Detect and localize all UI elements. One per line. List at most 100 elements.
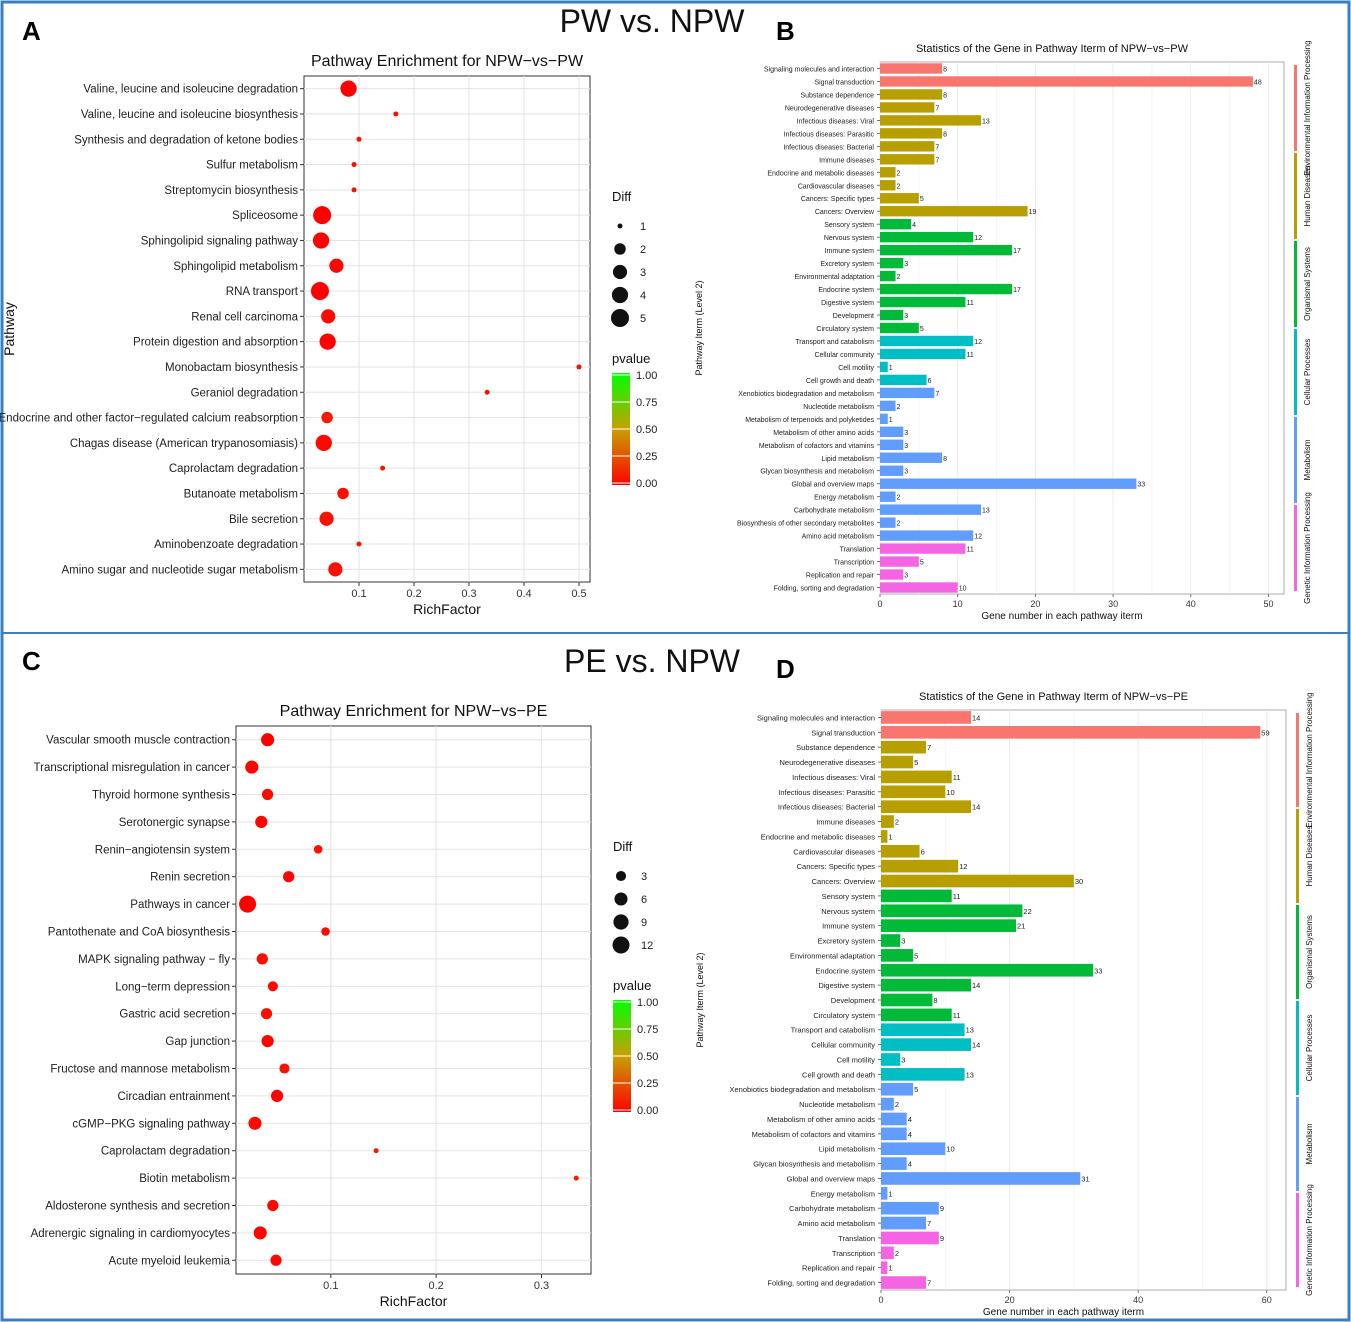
group-side-label: Metabolism bbox=[1305, 1123, 1314, 1164]
category-label: Xenobiotics biodegradation and metabolis… bbox=[738, 391, 874, 398]
category-label: Biotin metabolism bbox=[139, 1173, 230, 1185]
category-label: Energy metabolism bbox=[814, 495, 874, 502]
bar-value-label: 11 bbox=[953, 892, 961, 901]
color-legend-label: 0.00 bbox=[636, 478, 657, 490]
data-point bbox=[321, 927, 330, 936]
bar-value-label: 2 bbox=[897, 170, 901, 177]
size-legend-dot bbox=[611, 286, 629, 304]
bar-value-label: 4 bbox=[912, 222, 916, 229]
bar-value-label: 4 bbox=[908, 1130, 912, 1139]
group-side-bar bbox=[1294, 505, 1297, 591]
bar-value-label: 17 bbox=[1013, 287, 1021, 294]
bar-value-label: 13 bbox=[982, 508, 990, 515]
bar-value-label: 7 bbox=[935, 157, 939, 164]
bar-value-label: 1 bbox=[888, 1189, 892, 1198]
tick-label-x: 0.1 bbox=[323, 1280, 338, 1292]
bar bbox=[880, 556, 919, 567]
bar bbox=[881, 755, 914, 769]
bar bbox=[881, 844, 920, 858]
category-label: Transcriptional misregulation in cancer bbox=[34, 762, 231, 774]
category-label: Environmental adaptation bbox=[790, 951, 875, 960]
data-point bbox=[380, 465, 386, 471]
group-side-label: Environmental Information Processing bbox=[1303, 40, 1312, 175]
bar-value-label: 11 bbox=[966, 352, 973, 359]
tick-label-x: 60 bbox=[1262, 1295, 1272, 1305]
category-label: Infectious diseases: Viral bbox=[792, 773, 875, 782]
x-axis-title: RichFactor bbox=[380, 1293, 448, 1309]
category-label: Amino sugar and nucleotide sugar metabol… bbox=[61, 564, 298, 576]
category-label: Energy metabolism bbox=[811, 1189, 875, 1198]
bar bbox=[880, 335, 974, 347]
group-side-bar bbox=[1296, 1001, 1299, 1095]
bar bbox=[880, 582, 958, 593]
category-label: Serotonergic synapse bbox=[119, 817, 230, 829]
bar-value-label: 3 bbox=[904, 430, 908, 437]
size-legend-label: 2 bbox=[640, 244, 646, 256]
bar bbox=[880, 270, 896, 282]
bar-value-label: 59 bbox=[1261, 728, 1269, 737]
tick-label-x: 10 bbox=[953, 599, 963, 609]
data-point bbox=[319, 511, 334, 526]
bar bbox=[880, 413, 888, 425]
bar-value-label: 6 bbox=[928, 378, 932, 385]
bar bbox=[880, 504, 981, 515]
chart-title: Pathway Enrichment for NPW−vs−PW bbox=[311, 53, 584, 70]
bottom-heading: PE vs. NPW bbox=[564, 643, 741, 679]
category-label: Signal transduction bbox=[814, 79, 874, 86]
category-label: Thyroid hormone synthesis bbox=[92, 790, 230, 802]
data-point bbox=[267, 981, 278, 992]
bar bbox=[880, 465, 904, 476]
data-point bbox=[351, 162, 357, 168]
category-label: Amino acid metabolism bbox=[802, 534, 875, 541]
bar bbox=[880, 530, 974, 541]
top-heading: PW vs. NPW bbox=[560, 3, 746, 39]
data-point bbox=[260, 1008, 273, 1020]
data-point bbox=[270, 1089, 284, 1103]
bar bbox=[880, 322, 919, 334]
group-side-label: Cellular Processes bbox=[1303, 339, 1312, 406]
category-label: Cellular community bbox=[811, 1041, 875, 1050]
bar bbox=[881, 874, 1074, 888]
category-label: Global and overview maps bbox=[787, 1174, 876, 1183]
data-point bbox=[340, 80, 357, 97]
data-point bbox=[393, 111, 399, 117]
bar-value-label: 11 bbox=[966, 300, 973, 307]
bar bbox=[880, 478, 1137, 489]
group-side-bar bbox=[1296, 905, 1299, 999]
bar-value-label: 7 bbox=[927, 743, 931, 752]
y-axis-title: Pathway Iterm (Level 2) bbox=[695, 952, 705, 1047]
bar bbox=[881, 785, 946, 799]
bar bbox=[880, 115, 981, 126]
category-label: Infectious diseases: Parasitic bbox=[784, 131, 875, 138]
size-legend-dot bbox=[615, 870, 627, 882]
bar-value-label: 2 bbox=[895, 1100, 899, 1109]
bar-value-label: 2 bbox=[895, 1249, 899, 1258]
bar-value-label: 14 bbox=[972, 713, 980, 722]
data-point bbox=[576, 364, 582, 370]
data-point bbox=[373, 1148, 379, 1154]
category-label: Transcription bbox=[834, 560, 874, 567]
tick-label-x: 0.5 bbox=[571, 588, 586, 600]
category-label: Acute myeloid leukemia bbox=[109, 1255, 231, 1267]
category-label: Synthesis and degradation of ketone bodi… bbox=[74, 134, 298, 146]
category-label: Caprolactam degradation bbox=[101, 1146, 230, 1158]
data-point bbox=[328, 562, 343, 577]
y-axis-title: Pathway bbox=[1, 302, 17, 356]
x-axis-title: RichFactor bbox=[413, 601, 481, 617]
size-legend-label: 5 bbox=[640, 313, 646, 325]
bar-value-label: 5 bbox=[920, 560, 924, 567]
category-label: Bile secretion bbox=[229, 514, 298, 526]
bar bbox=[881, 904, 1023, 918]
category-label: Digestive system bbox=[821, 300, 874, 307]
bar-value-label: 3 bbox=[904, 469, 908, 476]
bar-value-label: 8 bbox=[943, 92, 947, 99]
bar bbox=[880, 439, 904, 450]
bar-value-label: 12 bbox=[974, 235, 982, 242]
category-label: Translation bbox=[840, 547, 874, 554]
size-legend-dot bbox=[613, 914, 629, 930]
x-axis-title: Gene number in each pathway iterm bbox=[983, 1307, 1144, 1318]
bar bbox=[881, 1097, 894, 1111]
x-axis-title: Gene number in each pathway iterm bbox=[981, 611, 1142, 622]
bar-value-label: 13 bbox=[966, 1070, 974, 1079]
bar-value-label: 31 bbox=[1081, 1174, 1089, 1183]
